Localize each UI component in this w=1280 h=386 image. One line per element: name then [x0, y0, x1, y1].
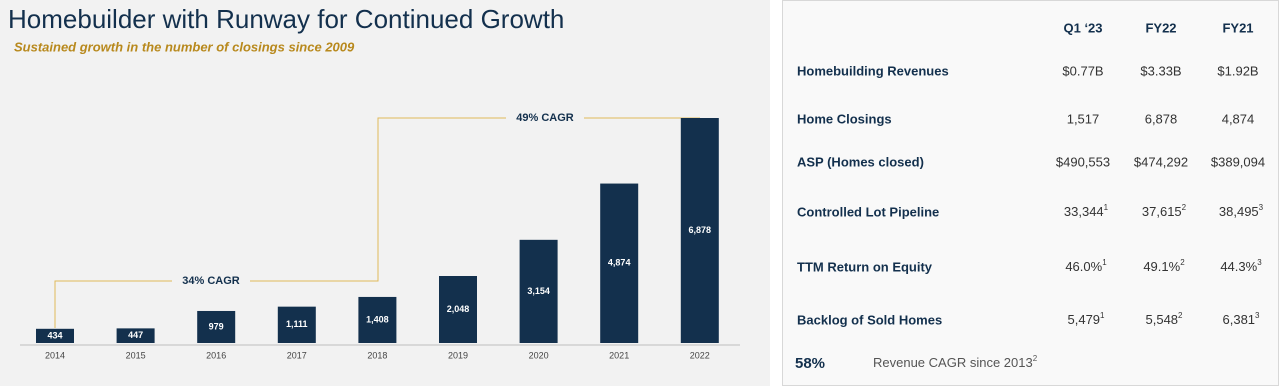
table-cell: $0.77B	[1062, 63, 1103, 78]
value-label: 3,154	[527, 286, 550, 296]
x-tick-label: 2017	[287, 350, 307, 360]
table-cell: 1,517	[1067, 111, 1100, 126]
x-tick-label: 2019	[448, 350, 468, 360]
table-cell: 44.3%3	[1220, 258, 1262, 274]
annotation: 49% CAGR	[516, 112, 574, 124]
row-label: Homebuilding Revenues	[797, 63, 949, 78]
bar	[680, 118, 719, 343]
label-bg	[506, 110, 584, 126]
value-label: 434	[47, 330, 62, 340]
footnote-mark: 2	[1033, 354, 1038, 363]
cell-value: 38,495	[1219, 204, 1259, 219]
footnote-mark: 1	[1100, 311, 1105, 320]
table-cell: 6,878	[1145, 111, 1178, 126]
value-label: 4,874	[608, 258, 631, 268]
slide-subtitle: Sustained growth in the number of closin…	[14, 39, 355, 54]
x-tick-label: 2016	[206, 350, 226, 360]
footnote-mark: 3	[1255, 311, 1260, 320]
table-cell: 46.0%1	[1065, 258, 1107, 274]
cell-value: 33,344	[1064, 204, 1104, 219]
annotation: 34% CAGR	[182, 275, 240, 287]
bar	[116, 328, 155, 343]
value-label: 1,408	[366, 314, 389, 324]
x-tick-label: 2020	[529, 350, 549, 360]
row-label: Controlled Lot Pipeline	[797, 204, 939, 219]
cell-value: 5,548	[1146, 312, 1179, 327]
x-tick-label: 2015	[126, 350, 146, 360]
value-label: 1,111	[286, 319, 308, 329]
footer-label: Revenue CAGR since 2013	[873, 355, 1033, 370]
cell-value: 44.3%	[1220, 259, 1257, 274]
footnote-mark: 1	[1102, 258, 1107, 267]
bar	[197, 310, 236, 343]
table-panel	[782, 0, 1279, 386]
slide-title: Homebuilder with Runway for Continued Gr…	[8, 4, 564, 34]
row-label: ASP (Homes closed)	[797, 154, 924, 169]
table-cell: 4,874	[1222, 111, 1255, 126]
footnote-mark: 3	[1257, 258, 1262, 267]
bar	[36, 328, 74, 343]
x-tick-label: 2022	[690, 350, 710, 360]
bar	[600, 183, 639, 343]
cell-value: 49.1%	[1143, 259, 1180, 274]
footnote-mark: 2	[1180, 258, 1185, 267]
label-bg	[172, 273, 250, 289]
footer-value: 58%	[795, 355, 825, 372]
footnote-mark: 2	[1178, 311, 1183, 320]
column-header: FY22	[1145, 20, 1176, 35]
value-label: 979	[209, 321, 224, 331]
cell-value: 46.0%	[1065, 259, 1102, 274]
table-cell: 33,3441	[1064, 203, 1109, 219]
table-cell: 5,5482	[1146, 311, 1184, 327]
value-label: 6,878	[689, 225, 712, 235]
row-label: Backlog of Sold Homes	[797, 312, 942, 327]
bar	[439, 276, 477, 343]
table-cell: 5,4791	[1068, 311, 1106, 327]
bar	[277, 306, 316, 343]
cagr-connector	[54, 117, 700, 328]
footnote-mark: 3	[1259, 203, 1264, 212]
cell-value: 5,479	[1068, 312, 1101, 327]
cell-value: 6,381	[1223, 312, 1256, 327]
cell-value: 37,615	[1142, 204, 1182, 219]
table-cell: $1.92B	[1217, 63, 1258, 78]
footnote-mark: 2	[1182, 203, 1187, 212]
value-label: 2,048	[447, 304, 470, 314]
x-tick-label: 2018	[367, 350, 387, 360]
table-cell: 38,4953	[1219, 203, 1264, 219]
value-label: 447	[128, 330, 143, 340]
footer-text: Revenue CAGR since 20132	[873, 354, 1038, 370]
table-cell: $389,094	[1211, 154, 1265, 169]
bar	[519, 239, 558, 343]
row-label: Home Closings	[797, 111, 892, 126]
bar	[358, 296, 397, 343]
x-tick-label: 2014	[45, 350, 65, 360]
table-cell: $490,553	[1056, 154, 1110, 169]
table-cell: $3.33B	[1140, 63, 1181, 78]
row-label: TTM Return on Equity	[797, 259, 933, 274]
table-cell: 6,3813	[1223, 311, 1261, 327]
table-cell: 37,6152	[1142, 203, 1187, 219]
column-header: Q1 ‘23	[1063, 20, 1102, 35]
footnote-mark: 1	[1104, 203, 1109, 212]
x-tick-label: 2021	[609, 350, 629, 360]
table-cell: $474,292	[1134, 154, 1188, 169]
column-header: FY21	[1222, 20, 1253, 35]
table-cell: 49.1%2	[1143, 258, 1185, 274]
